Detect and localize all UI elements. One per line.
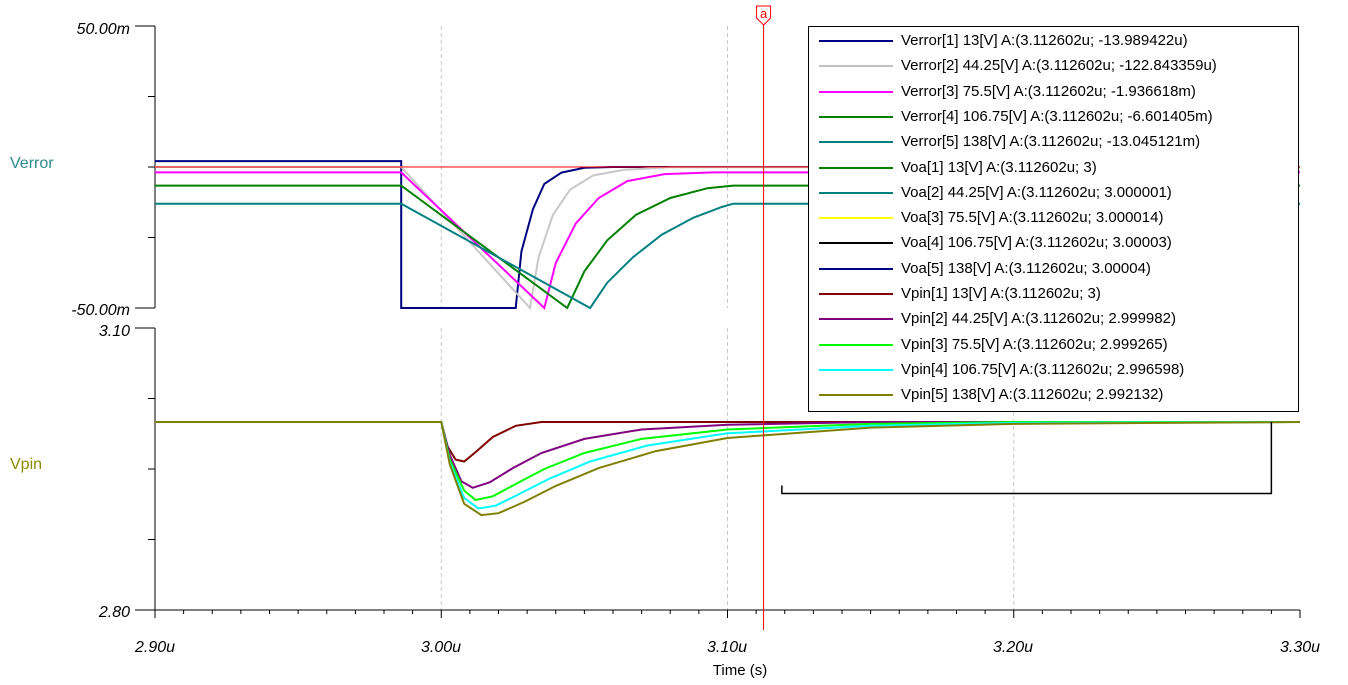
legend-entry[interactable]: Vpin[4] 106.75[V] A:(3.112602u; 2.996598…: [809, 360, 1298, 380]
legend-label: Verror[3] 75.5[V] A:(3.112602u; -1.93661…: [901, 82, 1196, 100]
legend-entry[interactable]: Voa[5] 138[V] A:(3.112602u; 3.00004): [809, 259, 1298, 279]
legend-swatch: [819, 141, 893, 144]
legend-entry[interactable]: Voa[1] 13[V] A:(3.112602u; 3): [809, 158, 1298, 178]
annotation-bracket: [781, 422, 1273, 495]
legend-swatch: [819, 267, 893, 270]
xtick-label: 2.90u: [134, 639, 175, 656]
axis-ticks: [135, 25, 1301, 618]
legend-swatch: [819, 343, 893, 346]
series-line-Verror[1]: [155, 160, 1300, 309]
legend-entry[interactable]: Vpin[5] 138[V] A:(3.112602u; 2.992132): [809, 385, 1298, 405]
legend-label: Voa[5] 138[V] A:(3.112602u; 3.00004): [901, 259, 1151, 277]
legend-entry[interactable]: Vpin[3] 75.5[V] A:(3.112602u; 2.999265): [809, 335, 1298, 355]
bottom-panel-ylabel: Vpin: [10, 456, 42, 473]
legend-entry[interactable]: Verror[5] 138[V] A:(3.112602u; -13.04512…: [809, 132, 1298, 152]
legend-entry[interactable]: Verror[4] 106.75[V] A:(3.112602u; -6.601…: [809, 107, 1298, 127]
legend-label: Voa[1] 13[V] A:(3.112602u; 3): [901, 158, 1097, 176]
legend-entry[interactable]: Voa[3] 75.5[V] A:(3.112602u; 3.000014): [809, 208, 1298, 228]
legend-entry[interactable]: Vpin[2] 44.25[V] A:(3.112602u; 2.999982): [809, 309, 1298, 329]
series-line-Verror[4]: [155, 184, 1300, 310]
series-line-Verror[5]: [155, 202, 1300, 310]
top-panel-ylabel: Verror: [10, 155, 54, 172]
cursor-label: a: [760, 6, 768, 21]
legend-label: Vpin[1] 13[V] A:(3.112602u; 3): [901, 285, 1101, 302]
axis-labels: 50.00m -50.00m 3.10 2.80 Verror Vpin 2.9…: [10, 21, 1320, 679]
xtick-label: 3.00u: [421, 639, 461, 656]
legend-entry[interactable]: Verror[1] 13[V] A:(3.112602u; -13.989422…: [809, 31, 1298, 51]
legend-swatch: [819, 40, 893, 42]
legend-label: Vpin[5] 138[V] A:(3.112602u; 2.992132): [901, 386, 1164, 404]
legend-entry[interactable]: Vpin[1] 13[V] A:(3.112602u; 3): [809, 284, 1298, 304]
legend-swatch: [819, 90, 893, 93]
bottom-ytick-label-high: 3.10: [99, 323, 130, 340]
legend-label: Verror[1] 13[V] A:(3.112602u; -13.989422…: [901, 32, 1188, 49]
top-ytick-label-low: -50.00m: [71, 302, 130, 319]
legend-label: Voa[2] 44.25[V] A:(3.112602u; 3.000001): [901, 183, 1172, 201]
legend: Verror[1] 13[V] A:(3.112602u; -13.989422…: [808, 26, 1299, 412]
legend-label: Vpin[3] 75.5[V] A:(3.112602u; 2.999265): [901, 335, 1168, 353]
x-axis-label: Time (s): [713, 662, 767, 679]
legend-label: Verror[2] 44.25[V] A:(3.112602u; -122.84…: [901, 57, 1217, 75]
legend-swatch: [819, 115, 893, 118]
legend-swatch: [819, 318, 893, 321]
series-line-Vpin[3]: [155, 421, 1300, 502]
legend-label: Verror[4] 106.75[V] A:(3.112602u; -6.601…: [901, 107, 1213, 125]
top-ytick-label-high: 50.00m: [77, 21, 130, 38]
legend-entry[interactable]: Verror[3] 75.5[V] A:(3.112602u; -1.93661…: [809, 82, 1298, 102]
legend-swatch: [819, 242, 893, 245]
legend-entry[interactable]: Verror[2] 44.25[V] A:(3.112602u; -122.84…: [809, 56, 1298, 76]
series-line-Verror[2]: [155, 166, 1300, 311]
legend-swatch: [819, 293, 893, 295]
legend-label: Voa[4] 106.75[V] A:(3.112602u; 3.00003): [901, 234, 1172, 252]
legend-entry[interactable]: Voa[4] 106.75[V] A:(3.112602u; 3.00003): [809, 233, 1298, 253]
legend-label: Vpin[4] 106.75[V] A:(3.112602u; 2.996598…: [901, 360, 1185, 378]
legend-swatch: [819, 65, 893, 68]
legend-swatch: [819, 394, 893, 397]
legend-swatch: [819, 217, 893, 220]
series-line-Vpin[2]: [155, 421, 1300, 489]
bottom-ytick-label-low: 2.80: [98, 604, 130, 621]
xtick-label: 3.20u: [993, 639, 1033, 656]
legend-label: Voa[3] 75.5[V] A:(3.112602u; 3.000014): [901, 209, 1164, 227]
cursor-flag[interactable]: [756, 5, 772, 26]
legend-entry[interactable]: Voa[2] 44.25[V] A:(3.112602u; 3.000001): [809, 183, 1298, 203]
legend-label: Verror[5] 138[V] A:(3.112602u; -13.04512…: [901, 133, 1201, 151]
legend-label: Vpin[2] 44.25[V] A:(3.112602u; 2.999982): [901, 310, 1176, 328]
legend-swatch: [819, 368, 893, 371]
series-line-Verror[3]: [155, 171, 1300, 310]
legend-swatch: [819, 166, 893, 169]
xtick-label: 3.10u: [707, 639, 747, 656]
legend-swatch: [819, 191, 893, 194]
xtick-label: 3.30u: [1280, 639, 1320, 656]
series-line-Vpin[5]: [155, 421, 1301, 517]
series-traces: [155, 160, 1301, 517]
